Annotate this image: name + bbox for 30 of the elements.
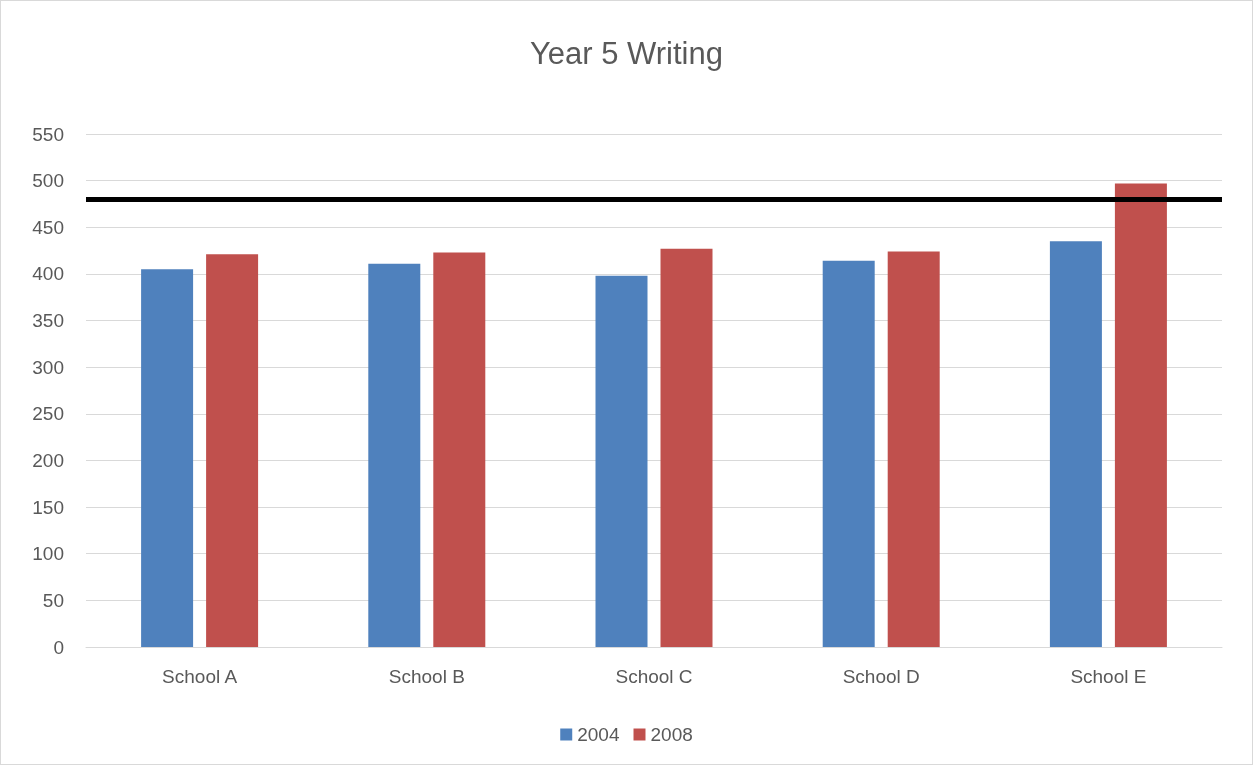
bar bbox=[887, 251, 940, 647]
y-tick-label: 150 bbox=[32, 496, 64, 518]
bar bbox=[206, 254, 259, 647]
y-tick-label: 50 bbox=[42, 589, 64, 611]
bar bbox=[660, 248, 713, 647]
bar bbox=[141, 269, 194, 647]
bar bbox=[822, 260, 875, 647]
y-tick-label: 450 bbox=[32, 216, 64, 238]
y-tick-label: 500 bbox=[32, 170, 64, 192]
y-tick-label: 550 bbox=[32, 123, 64, 145]
y-tick-label: 0 bbox=[53, 636, 64, 658]
chart-title: Year 5 Writing bbox=[530, 36, 723, 71]
y-tick-label: 400 bbox=[32, 263, 64, 285]
y-tick-label: 100 bbox=[32, 543, 64, 565]
x-tick-label: School D bbox=[842, 666, 920, 687]
x-tick-label: School C bbox=[615, 666, 693, 687]
bar bbox=[368, 263, 421, 647]
y-tick-label: 300 bbox=[32, 356, 64, 378]
bar bbox=[433, 252, 486, 647]
legend-label: 2008 bbox=[650, 724, 693, 745]
y-tick-label: 250 bbox=[32, 403, 64, 425]
x-tick-label: School B bbox=[388, 666, 465, 687]
bar bbox=[1114, 183, 1167, 647]
y-tick-label: 350 bbox=[32, 310, 64, 332]
y-tick-label: 200 bbox=[32, 449, 64, 471]
legend-label: 2004 bbox=[577, 724, 620, 745]
bar bbox=[1049, 241, 1102, 647]
x-tick-label: School E bbox=[1070, 666, 1147, 687]
bar bbox=[595, 275, 648, 647]
x-tick-label: School A bbox=[162, 666, 238, 687]
